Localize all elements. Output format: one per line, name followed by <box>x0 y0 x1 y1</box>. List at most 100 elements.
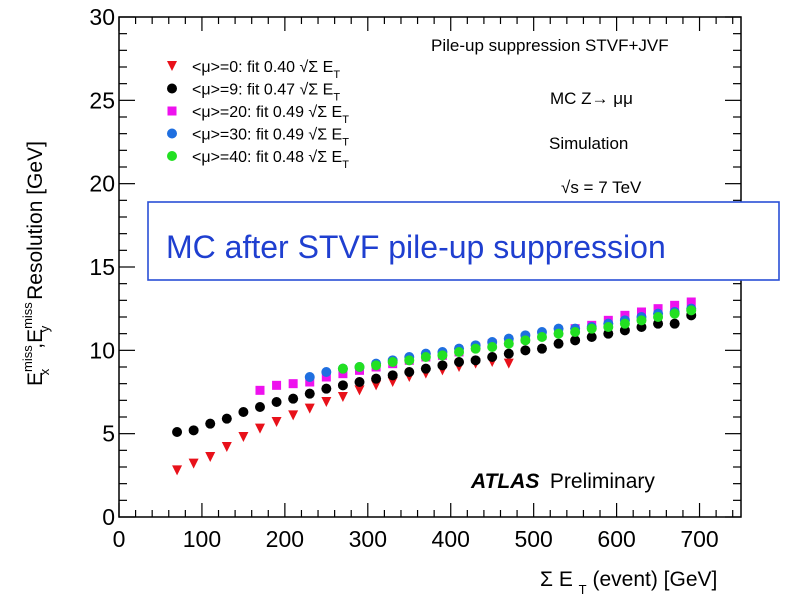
data-point-series-1 <box>503 348 514 359</box>
data-point-series-0 <box>271 417 282 427</box>
data-point-series-1 <box>487 352 498 362</box>
data-point-series-4 <box>487 342 498 352</box>
data-point-series-0 <box>205 452 216 462</box>
data-point-series-4 <box>553 328 564 339</box>
x-tick-label: 0 <box>113 526 126 552</box>
y-title-e2: E <box>24 329 47 343</box>
x-tick-label: 700 <box>680 526 718 552</box>
data-point-series-4 <box>337 363 348 374</box>
data-point-series-1 <box>288 393 299 404</box>
y-title-rest: Resolution [GeV] <box>24 141 47 306</box>
data-point-series-4 <box>586 323 597 334</box>
data-point-series-3 <box>321 367 332 377</box>
legend-label-1: <μ>=9: fit 0.47 √Σ ET <box>192 82 340 104</box>
data-point-series-0 <box>221 442 232 452</box>
data-point-series-4 <box>520 335 531 346</box>
legend-label-sub: T <box>342 137 349 149</box>
x-tick-labels: 0 100 200 300 400 500 600 700 <box>113 526 719 552</box>
atlas-label: ATLAS Preliminary <box>470 470 655 493</box>
x-tick-label: 300 <box>349 526 387 552</box>
data-point-series-4 <box>686 305 697 316</box>
data-point-series-4 <box>387 357 398 367</box>
x-tick-label: 200 <box>266 526 304 552</box>
data-point-series-2 <box>686 297 696 307</box>
data-point-series-4 <box>371 360 382 371</box>
data-point-series-4 <box>653 312 664 322</box>
data-point-series-4 <box>454 347 465 357</box>
data-point-series-1 <box>172 427 183 437</box>
y-tick-label: 0 <box>102 504 115 530</box>
data-point-series-4 <box>420 352 431 362</box>
x-axis-title-prefix: Σ E <box>540 568 573 591</box>
data-point-series-4 <box>437 350 448 361</box>
x-tick-label: 600 <box>597 526 635 552</box>
data-point-series-4 <box>619 318 630 329</box>
x-tick-label: 400 <box>432 526 470 552</box>
y-title-e1: E <box>24 372 47 386</box>
data-point-series-4 <box>603 322 614 332</box>
data-point-series-4 <box>354 362 365 372</box>
data-point-series-4 <box>570 327 581 337</box>
data-point-series-1 <box>354 377 365 387</box>
legend-label-4: <μ>=40: fit 0.48 √Σ ET <box>192 149 349 171</box>
data-point-series-1 <box>669 318 680 329</box>
legend-marker-1 <box>167 83 177 94</box>
data-point-series-0 <box>337 392 348 402</box>
data-point-series-1 <box>371 373 382 384</box>
y-title-sep: , <box>24 343 47 349</box>
data-point-series-1 <box>337 380 348 391</box>
data-point-series-0 <box>321 397 332 407</box>
legend-label-3: <μ>=30: fit 0.49 √Σ ET <box>192 127 349 149</box>
data-point-series-4 <box>404 355 415 366</box>
y-tick-label: 10 <box>89 337 115 363</box>
atlas-word: ATLAS <box>470 470 539 493</box>
legend-label-main: <μ>=9: fit 0.47 √Σ E <box>192 82 333 99</box>
data-point-series-1 <box>454 357 465 367</box>
data-point-series-1 <box>188 425 199 436</box>
data-point-series-1 <box>205 418 216 429</box>
legend-label-main: <μ>=20: fit 0.49 √Σ E <box>192 104 342 121</box>
data-point-series-1 <box>238 407 249 417</box>
data-point-series-1 <box>387 370 398 381</box>
legend-label-sub: T <box>342 114 349 126</box>
legend-label-main: <μ>=0: fit 0.40 √Σ E <box>192 59 333 76</box>
data-point-series-2 <box>288 379 298 389</box>
data-points <box>172 297 697 476</box>
legend-marker-2 <box>167 106 177 116</box>
data-point-series-0 <box>304 403 315 414</box>
annotation-simulation: Simulation <box>549 134 628 153</box>
y-axis-title: Emissx,Emissy Resolution [GeV] <box>20 141 52 386</box>
data-point-series-1 <box>437 360 448 371</box>
legend-label-sub: T <box>333 92 340 104</box>
data-point-series-4 <box>636 315 647 326</box>
y-tick-label: 20 <box>89 171 115 197</box>
data-point-series-0 <box>503 358 514 369</box>
data-point-series-0 <box>188 458 199 469</box>
x-axis-title: Σ E T (event) [GeV] <box>540 568 717 597</box>
annotation-box-text: MC after STVF pile-up suppression <box>166 229 666 265</box>
axis-ticks <box>118 16 741 518</box>
y-tick-label: 15 <box>89 254 115 280</box>
y-tick-labels: 0 5 10 15 20 25 30 <box>89 4 115 530</box>
data-point-series-4 <box>503 338 514 349</box>
data-point-series-1 <box>586 332 597 342</box>
data-point-series-1 <box>254 402 265 412</box>
x-tick-label: 500 <box>514 526 552 552</box>
x-axis-title-suffix: (event) [GeV] <box>592 568 717 591</box>
data-point-series-0 <box>238 432 249 442</box>
data-point-series-2 <box>255 385 265 395</box>
y-tick-label: 25 <box>89 87 115 113</box>
x-axis-title-sub: T <box>579 582 587 597</box>
legend-label-0: <μ>=0: fit 0.40 √Σ ET <box>192 59 340 81</box>
y-title-e2-sup: miss <box>20 302 35 329</box>
y-title-e1-sub: x <box>37 368 52 375</box>
data-point-series-0 <box>288 410 299 421</box>
data-point-series-1 <box>420 363 431 374</box>
annotation-box <box>147 201 780 281</box>
annotation-mc: MC Z→ μμ <box>550 89 633 108</box>
data-point-series-2 <box>670 300 680 310</box>
y-title-e2-sub: y <box>37 325 52 332</box>
data-point-series-1 <box>321 383 332 394</box>
data-point-series-0 <box>172 465 183 476</box>
